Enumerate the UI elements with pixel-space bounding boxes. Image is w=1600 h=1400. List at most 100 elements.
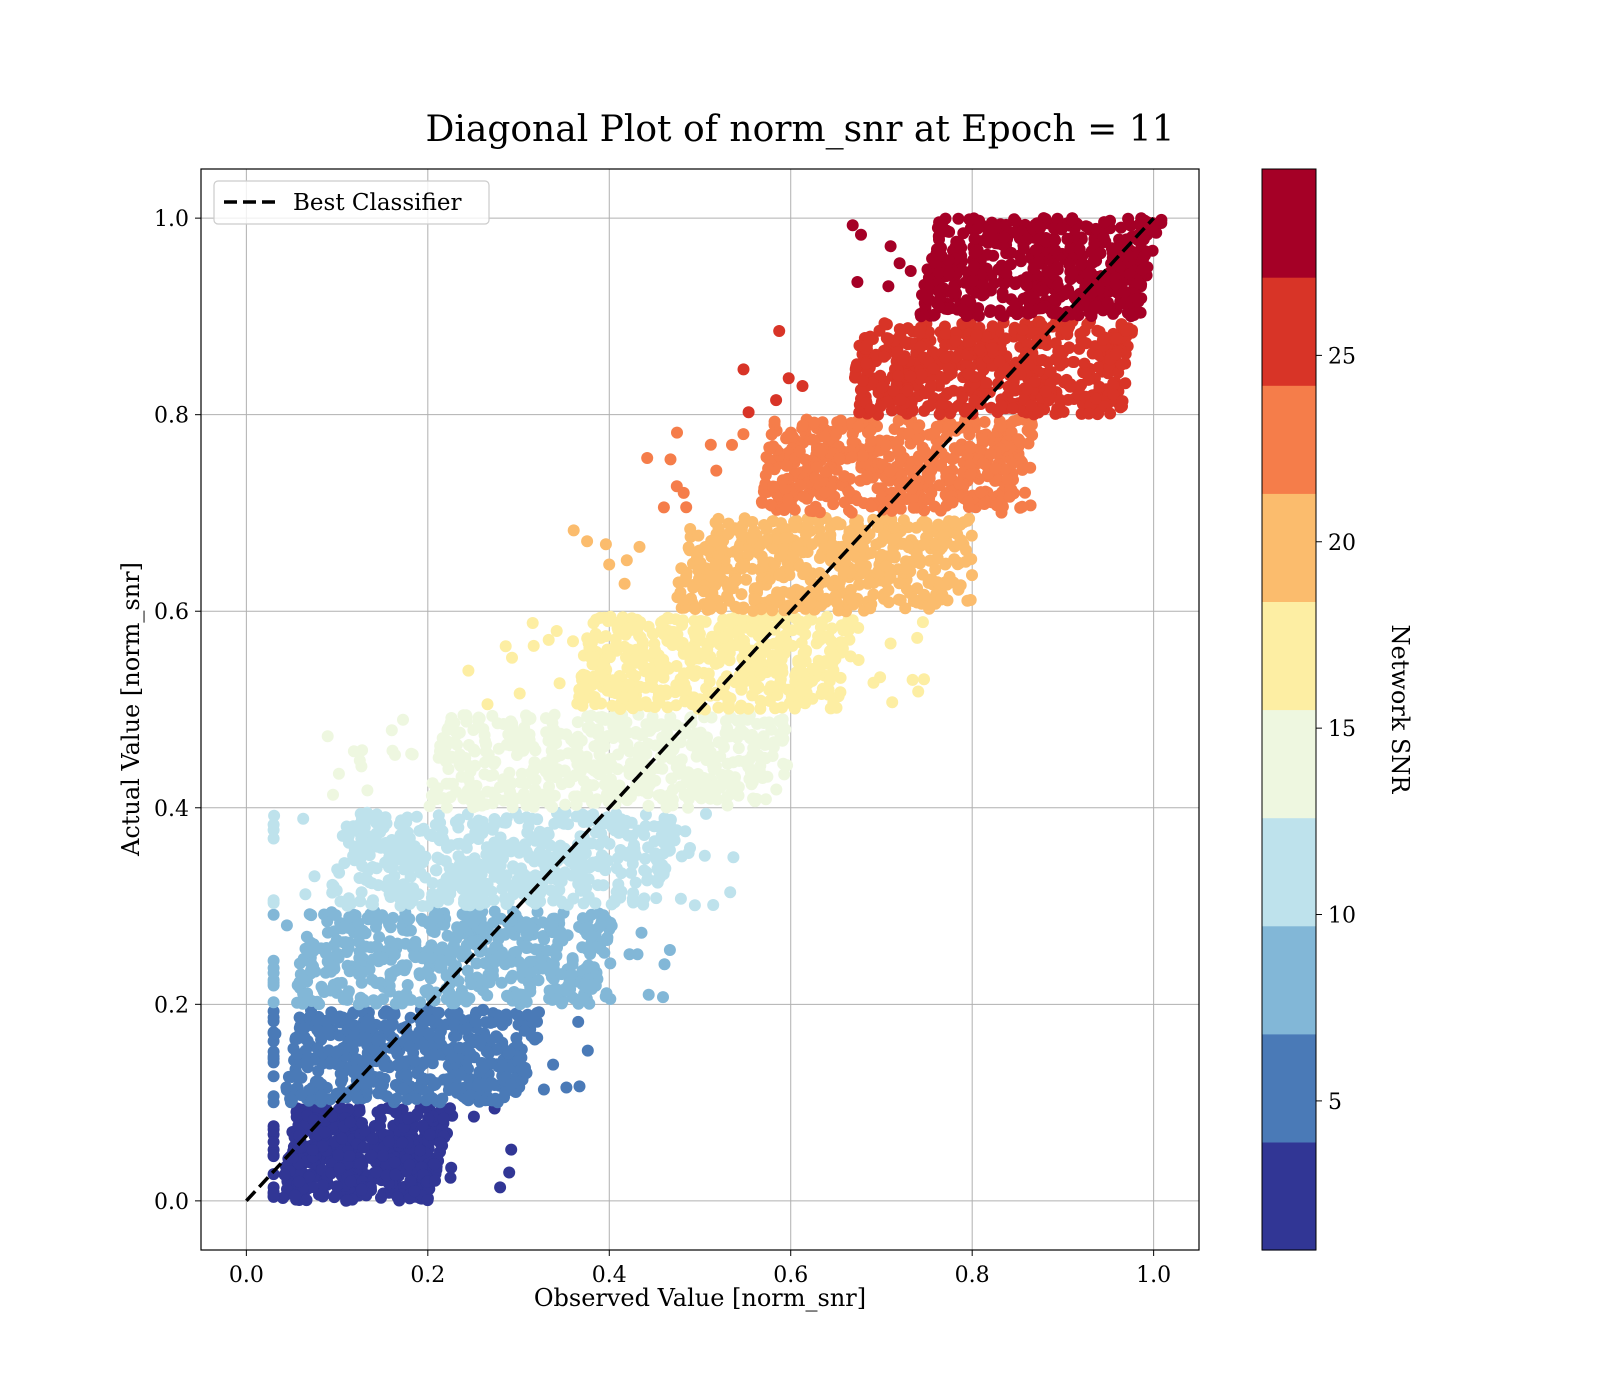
scatter-point-outlier — [620, 554, 633, 567]
scatter-point-outlier — [581, 1044, 594, 1057]
scatter-point — [801, 518, 814, 531]
scatter-point — [1036, 354, 1049, 366]
scatter-point — [379, 856, 392, 869]
scatter-point — [842, 624, 855, 637]
scatter-point — [480, 841, 493, 854]
scatter-point — [1089, 392, 1102, 405]
scatter-point-outlier — [1107, 379, 1120, 392]
scatter-point — [614, 703, 627, 715]
scatter-point — [808, 416, 821, 429]
scatter-point — [832, 577, 845, 590]
scatter-point — [354, 1157, 367, 1170]
scatter-point — [845, 593, 858, 606]
scatter-point — [291, 1068, 304, 1081]
scatter-point — [554, 749, 567, 762]
scatter-point — [636, 758, 649, 771]
scatter-point — [434, 960, 447, 973]
scatter-point — [653, 820, 666, 833]
scatter-point — [682, 542, 695, 555]
scatter-point — [1052, 345, 1065, 358]
scatter-point — [525, 922, 538, 935]
scatter-point — [519, 777, 532, 790]
scatter-point — [573, 865, 586, 878]
scatter-point — [682, 766, 695, 779]
scatter-point — [408, 1055, 421, 1068]
scatter-point — [722, 528, 735, 541]
scatter-point — [894, 393, 907, 406]
scatter-point — [815, 616, 828, 629]
scatter-point — [536, 916, 549, 929]
scatter-point — [347, 908, 360, 921]
scatter-point — [702, 667, 715, 680]
scatter-point — [546, 801, 559, 813]
scatter-point — [357, 1141, 370, 1154]
scatter-point — [437, 1112, 450, 1125]
scatter-point — [293, 1141, 306, 1154]
scatter-point — [461, 759, 474, 772]
snr-band-3 — [267, 905, 676, 1011]
scatter-point-outlier — [955, 534, 967, 546]
scatter-point — [1026, 348, 1038, 361]
scatter-point — [597, 879, 610, 892]
scatter-point — [904, 370, 917, 383]
scatter-point-outlier — [668, 834, 681, 847]
scatter-point-outlier — [852, 654, 865, 666]
scatter-point-outlier — [633, 540, 646, 553]
scatter-point — [335, 976, 348, 989]
scatter-point — [796, 684, 808, 697]
scatter-point — [422, 1003, 435, 1016]
scatter-point — [579, 752, 592, 765]
scatter-point — [1063, 341, 1076, 354]
scatter-point-outlier — [965, 529, 978, 542]
scatter-point — [621, 622, 634, 635]
scatter-point — [516, 962, 529, 975]
scatter-point — [473, 1038, 486, 1050]
scatter-point — [833, 452, 846, 465]
scatter-point — [953, 477, 966, 490]
scatter-point — [974, 486, 987, 499]
scatter-point — [899, 562, 912, 575]
scatter-point — [939, 351, 952, 364]
scatter-point — [410, 810, 423, 823]
scatter-point — [792, 656, 805, 669]
scatter-point — [389, 1044, 402, 1057]
scatter-point-outlier — [658, 958, 671, 971]
scatter-point — [354, 895, 367, 908]
scatter-point — [576, 941, 589, 954]
scatter-point — [913, 326, 926, 339]
scatter-point — [962, 336, 975, 348]
scatter-point — [502, 926, 515, 938]
scatter-point — [804, 587, 817, 600]
scatter-point — [541, 944, 554, 957]
scatter-point — [461, 964, 474, 977]
scatter-point — [661, 611, 674, 624]
scatter-point — [426, 877, 439, 890]
scatter-point — [717, 631, 730, 644]
scatter-point — [534, 845, 546, 858]
scatter-point — [592, 723, 605, 736]
snr-band-5 — [321, 708, 794, 814]
scatter-point — [700, 754, 713, 766]
scatter-point — [827, 696, 840, 709]
scatter-point — [743, 773, 756, 785]
scatter-point — [394, 844, 407, 857]
scatter-point — [543, 984, 556, 997]
scatter-point-outlier — [778, 768, 791, 781]
scatter-point — [290, 1047, 303, 1060]
scatter-point-outlier — [776, 718, 789, 731]
scatter-point — [641, 874, 654, 887]
scatter-point — [448, 1030, 460, 1043]
scatter-point-outlier — [356, 744, 369, 757]
scatter-point — [856, 450, 869, 462]
scatter-point — [887, 533, 900, 546]
scatter-point — [740, 573, 753, 586]
scatter-point — [334, 895, 347, 908]
scatter-point — [748, 593, 761, 606]
scatter-point — [410, 1093, 423, 1105]
scatter-point — [451, 1006, 464, 1019]
scatter-point — [626, 894, 639, 907]
scatter-point — [769, 666, 782, 679]
scatter-point-outlier — [677, 486, 690, 499]
scatter-point — [312, 1065, 325, 1077]
scatter-point — [768, 415, 781, 428]
